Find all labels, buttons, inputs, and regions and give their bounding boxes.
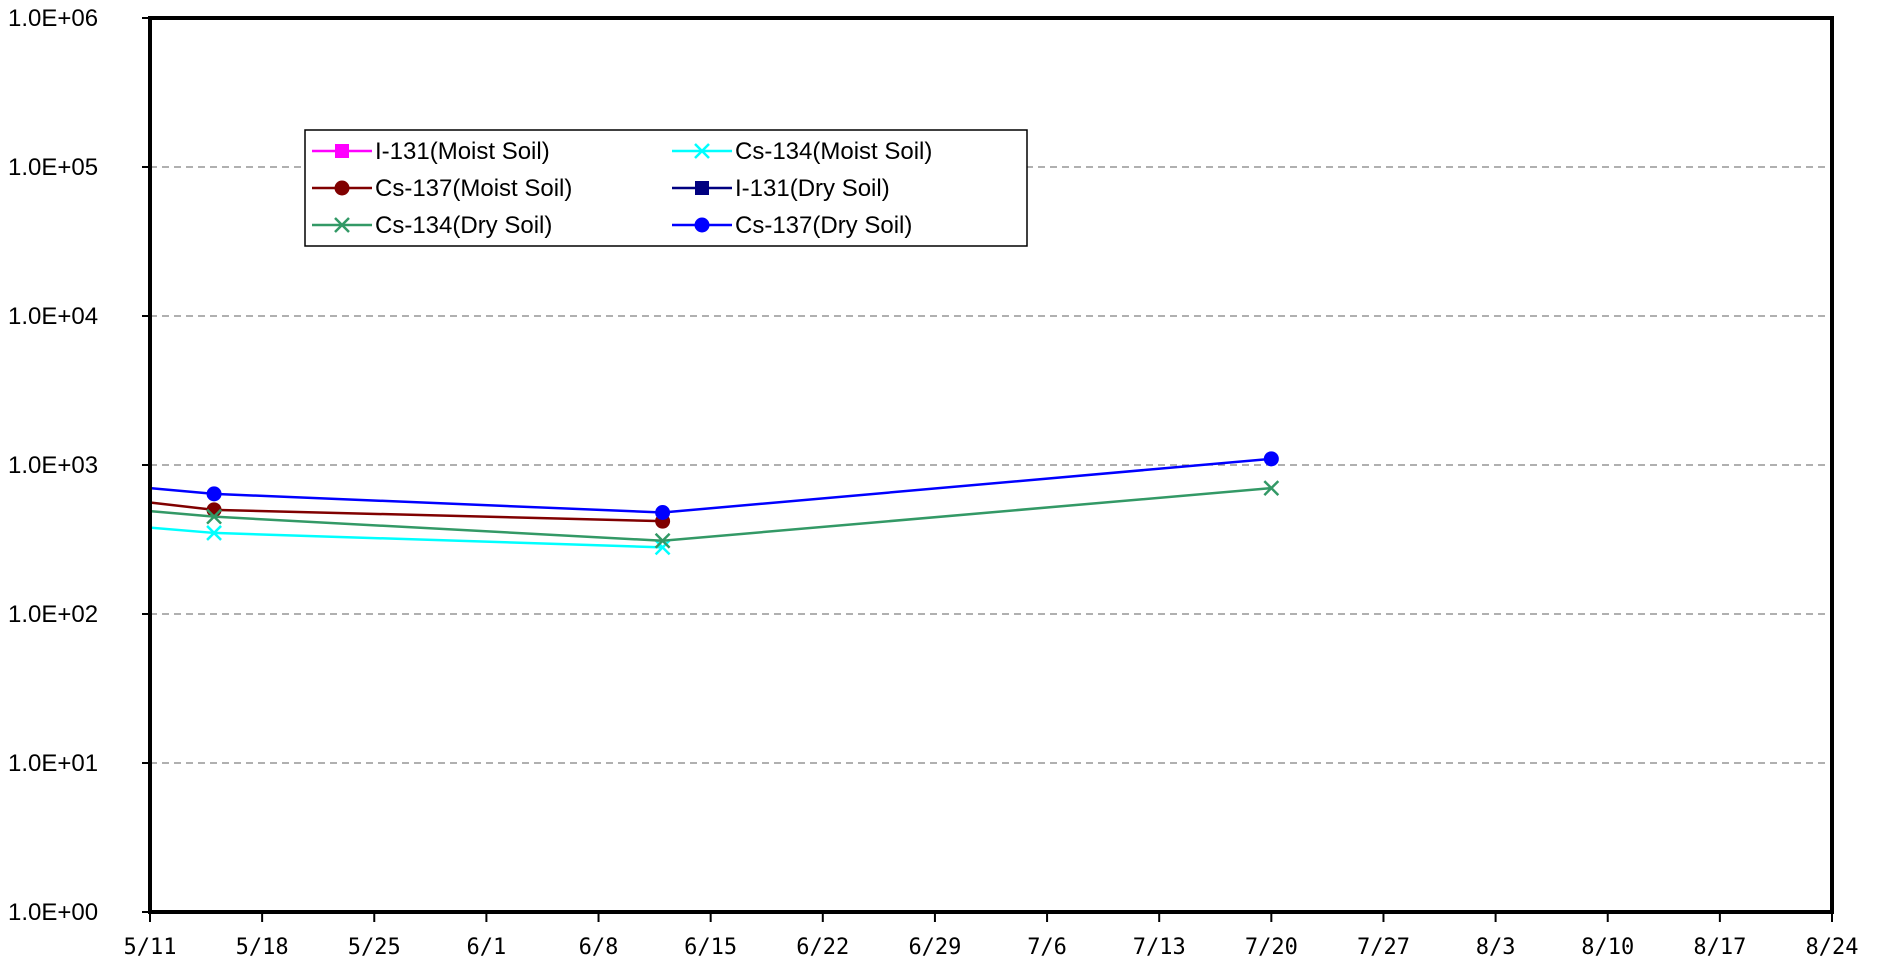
legend-marker	[694, 217, 710, 233]
series-1	[149, 525, 671, 556]
legend-entry: I-131(Dry Soil)	[672, 175, 890, 202]
y-tick-label: 1.0E+03	[8, 452, 98, 479]
legend-marker	[694, 143, 710, 159]
legend-label: Cs-137(Dry Soil)	[735, 212, 912, 239]
y-tick-label: 1.0E+05	[8, 154, 98, 181]
y-tick-label: 1.0E+02	[8, 601, 98, 628]
series-line	[149, 486, 1272, 543]
series-line	[149, 457, 1272, 514]
data-point	[206, 508, 222, 525]
x-tick-label: 6/29	[908, 935, 961, 960]
x-tick-label: 8/3	[1476, 935, 1516, 960]
legend-marker	[695, 181, 709, 195]
x-axis: 5/11 5/18 5/25 6/1 6/8 6/15 6/22 6/29 7/6 7/13 7/2…	[124, 912, 1859, 960]
x-tick-label: 5/25	[348, 935, 401, 960]
x-tick-label: 6/22	[796, 935, 849, 960]
x-tick-label: 6/1	[467, 935, 507, 960]
x-tick-label: 7/27	[1357, 935, 1410, 960]
data-point	[654, 532, 671, 549]
y-axis: 1.0E+00 1.0E+01 1.0E+02 1.0E+03 1.0E+04 1.0E+…	[8, 5, 150, 926]
data-point	[206, 525, 222, 541]
legend-entry: Cs-137(Moist Soil)	[312, 175, 572, 202]
series-layer	[149, 451, 1280, 556]
legend-marker	[334, 180, 350, 196]
y-tick-label: 1.0E+04	[8, 303, 98, 330]
legend: I-131(Moist Soil) Cs-134(Moist Soil) Cs-13…	[304, 129, 1028, 247]
x-tick-label: 6/15	[684, 935, 737, 960]
legend-label: Cs-137(Moist Soil)	[375, 175, 572, 202]
x-tick-label: 8/24	[1806, 935, 1859, 960]
x-tick-label: 5/11	[124, 935, 177, 960]
legend-box	[304, 129, 1028, 247]
x-tick-label: 8/10	[1581, 935, 1634, 960]
legend-entry: Cs-137(Dry Soil)	[672, 212, 912, 239]
grid-lines	[150, 166, 1832, 764]
legend-entry: I-131(Moist Soil)	[312, 138, 550, 165]
legend-label: Cs-134(Moist Soil)	[735, 138, 932, 165]
series-2	[149, 501, 671, 529]
data-point	[1263, 451, 1279, 467]
legend-label: I-131(Dry Soil)	[735, 175, 890, 202]
y-tick-label: 1.0E+06	[8, 5, 98, 32]
x-tick-label: 7/13	[1133, 935, 1186, 960]
legend-entry: Cs-134(Dry Soil)	[312, 212, 552, 239]
legend-entry: Cs-134(Moist Soil)	[672, 138, 932, 165]
y-tick-label: 1.0E+01	[8, 750, 98, 777]
legend-marker	[334, 217, 350, 233]
x-tick-label: 7/20	[1245, 935, 1298, 960]
data-point	[655, 504, 671, 520]
x-tick-label: 8/17	[1693, 935, 1746, 960]
legend-label: I-131(Moist Soil)	[375, 138, 550, 165]
x-tick-label: 5/18	[236, 935, 289, 960]
legend-label: Cs-134(Dry Soil)	[375, 212, 552, 239]
x-tick-label: 7/6	[1027, 935, 1067, 960]
x-tick-label: 6/8	[579, 935, 619, 960]
legend-marker	[335, 144, 349, 158]
data-point	[1263, 480, 1280, 496]
y-tick-label: 1.0E+00	[8, 899, 98, 926]
data-point	[206, 486, 222, 502]
data-point	[654, 539, 671, 556]
series-5	[149, 451, 1279, 520]
series-4	[149, 480, 1280, 549]
